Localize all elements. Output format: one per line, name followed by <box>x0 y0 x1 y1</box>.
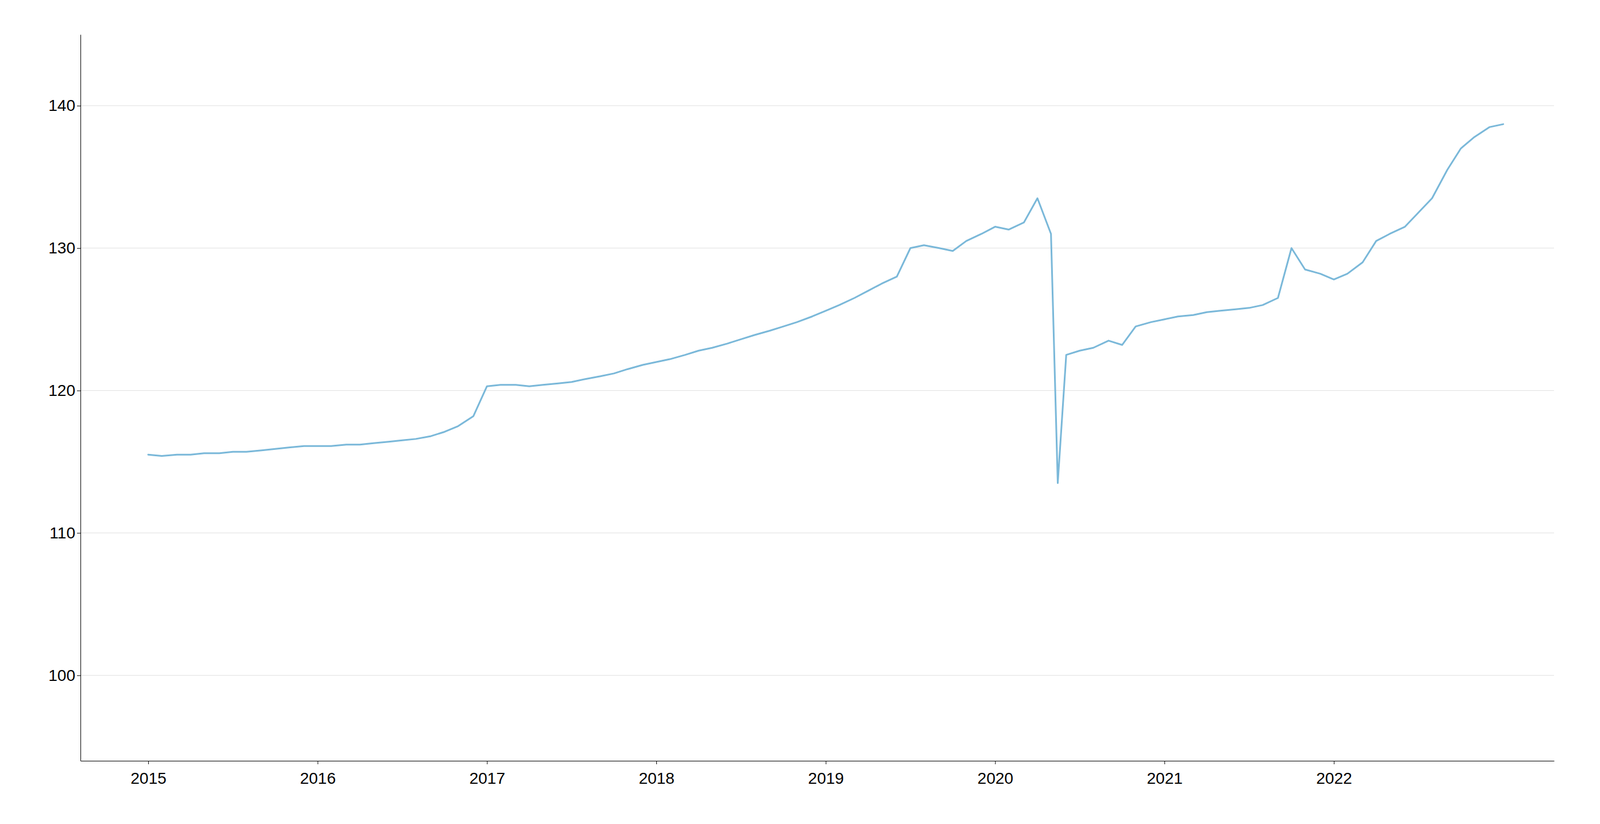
y-tick-label: 120 <box>48 381 76 400</box>
y-tick-label: 110 <box>49 524 76 542</box>
x-tick-label: 2022 <box>1316 769 1352 788</box>
x-tick: 2016 <box>300 760 336 788</box>
y-tick-label: 100 <box>48 666 76 685</box>
x-tick: 2017 <box>469 760 506 788</box>
series <box>148 124 1504 484</box>
grid-line <box>80 390 1555 391</box>
y-tick: 130 <box>48 239 81 257</box>
x-tick-label: 2016 <box>300 769 336 788</box>
x-tick-mark <box>1164 760 1165 765</box>
grid <box>80 105 1555 676</box>
x-tick-mark <box>825 760 827 765</box>
x-tick-mark <box>1333 760 1335 765</box>
grid-line <box>80 247 1555 249</box>
grid-line <box>80 675 1555 676</box>
y-tick-mark <box>77 105 81 107</box>
x-tick-mark <box>148 760 149 765</box>
x-tick-label: 2019 <box>808 769 844 788</box>
x-tick-label: 2017 <box>469 769 506 788</box>
y-tick: 100 <box>48 666 81 685</box>
y-tick-mark <box>77 532 81 534</box>
x-tick-label: 2021 <box>1147 769 1183 788</box>
x-tick-mark <box>486 760 488 765</box>
y-tick-mark <box>77 675 81 676</box>
grid-line <box>80 105 1555 106</box>
y-tick-label: 130 <box>48 239 76 257</box>
x-tick: 2015 <box>130 760 167 788</box>
line <box>148 124 1504 484</box>
x-tick-mark <box>317 760 319 765</box>
x-tick-mark <box>656 760 657 765</box>
plot-area: 2015 2016 2017 2018 2019 2020 2021 2022 100 110 12… <box>48 35 1555 788</box>
x-axis-line <box>81 760 1555 762</box>
chart: 2015 2016 2017 2018 2019 2020 2021 2022 100 110 12… <box>0 0 1600 824</box>
y-axis-line <box>80 35 82 762</box>
y-tick-mark <box>77 390 81 392</box>
y-tick-label: 140 <box>48 96 76 115</box>
y-tick-mark <box>77 248 81 249</box>
y-tick: 110 <box>49 524 81 542</box>
x-tick: 2019 <box>808 760 844 788</box>
y-axis: 100 110 120 130 140 <box>48 35 81 762</box>
x-tick: 2021 <box>1147 760 1183 788</box>
grid-line <box>80 532 1555 534</box>
x-tick-label: 2018 <box>638 769 675 788</box>
y-tick: 120 <box>48 381 81 400</box>
y-tick: 140 <box>48 96 81 115</box>
x-tick: 2018 <box>638 760 675 788</box>
x-tick: 2020 <box>977 760 1014 788</box>
x-tick-label: 2020 <box>977 769 1014 788</box>
x-tick-mark <box>994 760 996 765</box>
x-axis: 2015 2016 2017 2018 2019 2020 2021 2022 <box>81 760 1555 788</box>
x-tick: 2022 <box>1316 760 1352 788</box>
x-tick-label: 2015 <box>130 769 167 788</box>
